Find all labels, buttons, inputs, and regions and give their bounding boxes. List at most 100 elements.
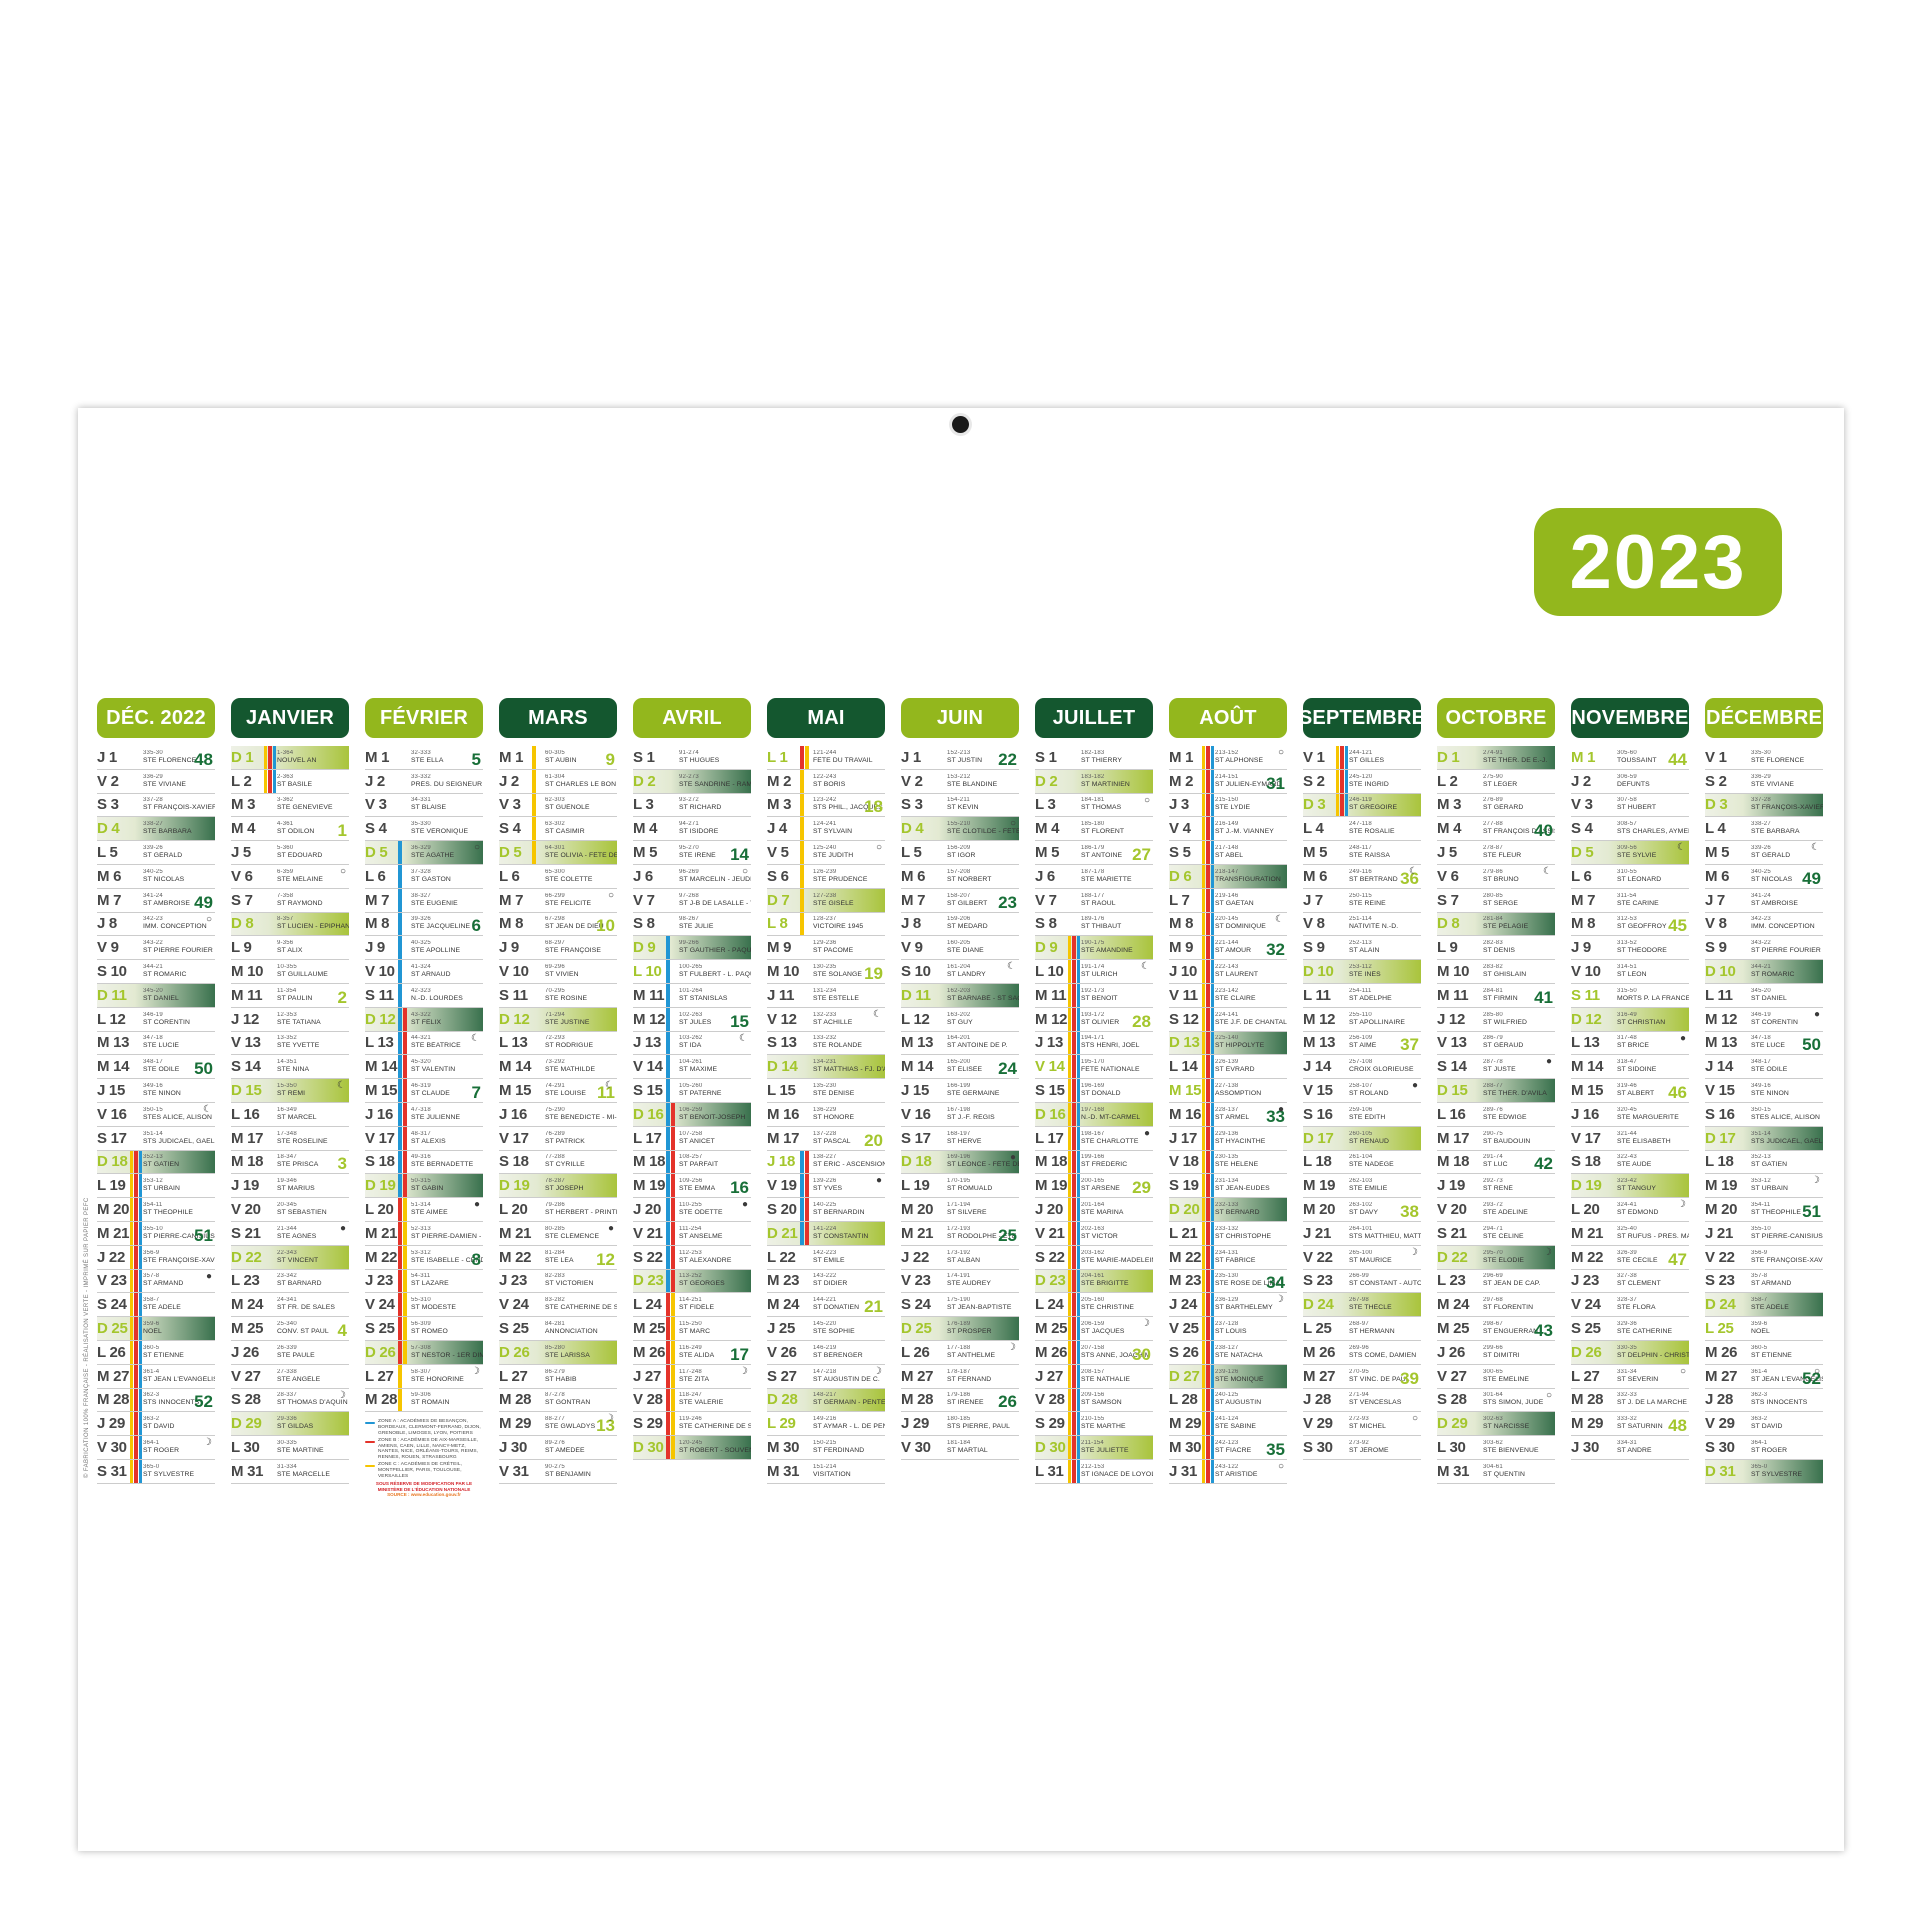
- day-text: 19-346 ST MARIUS: [277, 1178, 349, 1193]
- zone-b-stripe: [666, 1364, 670, 1388]
- day-text: 187-178 STE MARIETTE: [1081, 869, 1153, 884]
- day-row: M 22 234-131 ST FABRICE: [1169, 1245, 1287, 1270]
- day-row: D 16 197-168 N.-D. MT-CARMEL: [1035, 1102, 1153, 1127]
- day-of-year: 196-169: [1081, 1083, 1105, 1090]
- school-zone-stripes: [934, 770, 947, 793]
- school-zone-stripes: [666, 1150, 679, 1174]
- school-zone-stripes: [1604, 1222, 1617, 1245]
- moon-phase-icon: ○: [875, 842, 882, 854]
- school-zone-stripes: [1336, 1341, 1349, 1364]
- day-text: 233-132 ST CHRISTOPHE: [1215, 1226, 1287, 1241]
- day-row: S 16 259-106 STE ÉDITH: [1303, 1103, 1421, 1127]
- day-of-year: 122-243: [813, 773, 837, 780]
- school-zone-stripes: [130, 1127, 143, 1150]
- day-row: L 27 58-307 STE HONORINE ☽: [365, 1364, 483, 1389]
- saint-name: STE NINON: [1751, 1090, 1789, 1098]
- day-label: M 16: [1169, 1105, 1202, 1123]
- zone-b-stripe: [403, 1174, 407, 1198]
- zone-b-stripe: [1206, 1174, 1210, 1198]
- saint-name: TRANSFIGURATION: [1215, 875, 1281, 883]
- zone-a-stripe: [398, 983, 402, 1007]
- day-text: 341-24 ST AMBROISE: [143, 893, 215, 908]
- zone-b-stripe: [398, 1221, 402, 1245]
- zone-b-stripe: [134, 1388, 138, 1412]
- day-row: V 10 41-324 ST ARNAUD: [365, 960, 483, 984]
- day-row: L 28 240-125 ST AUGUSTIN: [1169, 1388, 1287, 1413]
- day-text: 307-58 ST HUBERT: [1617, 797, 1689, 812]
- saint-name: ST DENIS: [1483, 947, 1516, 955]
- saint-name: ST JEAN L'ÉVANGÉLISTE: [1751, 1375, 1823, 1383]
- day-row: V 12 132-233 ST ACHILLE ☾: [767, 1008, 885, 1032]
- zone-a-stripe: [1076, 1388, 1080, 1412]
- zone-b-stripe: [1340, 793, 1344, 817]
- school-zone-stripes: [1604, 889, 1617, 912]
- day-row: V 25 237-128 ST LOUIS: [1169, 1317, 1287, 1341]
- day-of-year: 125-240: [813, 845, 837, 852]
- day-label: M 21: [1571, 1224, 1604, 1242]
- zone-a-stripe: [398, 1007, 402, 1031]
- day-label: S 24: [97, 1296, 127, 1314]
- day-text: 26-339 STE PAULE: [277, 1345, 349, 1360]
- day-of-year: 308-57: [1617, 821, 1637, 828]
- saint-name: STE ROSE DE LIMA: [1215, 1280, 1281, 1288]
- saint-name: ST FULBERT - L. PÂQUES: [679, 971, 751, 979]
- day-row: M 12 346-19 ST CORENTIN ●: [1705, 1008, 1823, 1032]
- day-text: 145-220 STE SOPHIE: [813, 1321, 885, 1336]
- saint-name: ST BASILE: [277, 780, 313, 788]
- zone-a-stripe: [666, 1269, 670, 1293]
- day-of-year: 342-23: [1751, 916, 1771, 923]
- day-of-year: 97-268: [679, 892, 699, 899]
- day-row: V 8 342-23 IMM. CONCEPTION: [1705, 913, 1823, 937]
- day-row: V 16 350-15 STES ALICE, ALISON ☾: [97, 1103, 215, 1127]
- day-text: 45-320 ST VALENTIN: [411, 1059, 483, 1074]
- week-number: 50: [1802, 1035, 1821, 1055]
- day-label: L 4: [1303, 820, 1324, 838]
- day-of-year: 124-241: [813, 821, 837, 828]
- day-of-year: 181-184: [947, 1440, 971, 1446]
- day-label: M 27: [1705, 1367, 1738, 1385]
- zone-a-stripe: [1210, 769, 1214, 793]
- day-text: 319-46 ST ALBERT: [1617, 1083, 1689, 1098]
- zone-a-stripe: [1210, 746, 1214, 769]
- day-of-year: 65-300: [545, 868, 565, 875]
- saint-name: VICTOIRE 1945: [813, 923, 864, 931]
- saint-name: ST ÉDOUARD: [277, 852, 323, 860]
- day-text: 167-198 ST J.-F. RÉGIS: [947, 1107, 1019, 1122]
- day-label: M 5: [1705, 844, 1730, 862]
- day-label: L 10: [1035, 963, 1064, 981]
- day-row: S 13 133-232 STE ROLANDE: [767, 1032, 885, 1056]
- day-label: S 19: [1169, 1177, 1199, 1195]
- day-row: L 20 51-314 STE AIMÉE ●: [365, 1198, 483, 1222]
- day-of-year: 336-29: [143, 773, 163, 780]
- day-of-year: 35-330: [411, 821, 431, 828]
- day-of-year: 364-1: [143, 1440, 160, 1446]
- day-text: 156-209 ST IGOR: [947, 845, 1019, 860]
- day-label: D 4: [97, 820, 120, 838]
- saint-name: STE LÉA: [545, 1256, 574, 1264]
- zone-a-stripe: [1210, 1102, 1214, 1126]
- week-number: 9: [605, 749, 615, 769]
- school-zone-stripes: [1068, 1340, 1081, 1364]
- zone-b-stripe: [403, 1007, 407, 1031]
- day-of-year: 197-168: [1081, 1106, 1105, 1113]
- day-row: D 5 309-56 STE SYLVIE ☾: [1571, 841, 1689, 865]
- day-text: 212-153 ST IGNACE DE LOYOLA: [1081, 1464, 1153, 1479]
- day-label: S 1: [633, 748, 655, 766]
- day-text: 345-20 ST DANIEL: [1751, 988, 1823, 1003]
- day-text: 349-16 STE NINON: [143, 1083, 215, 1098]
- saint-name: ST CORENTIN: [1751, 1018, 1799, 1026]
- school-zone-stripes: [532, 936, 545, 959]
- day-label: L 28: [1169, 1391, 1198, 1409]
- day-of-year: 328-37: [1617, 1297, 1637, 1304]
- school-zone-stripes: [1470, 841, 1483, 864]
- saint-name: ST RAOUL: [1081, 899, 1116, 907]
- zone-a-stripe: [398, 960, 402, 983]
- saint-name: STE INGRID: [1349, 780, 1389, 788]
- school-zone-stripes: [1202, 936, 1215, 960]
- zone-c-stripe: [1068, 1340, 1072, 1364]
- day-of-year: 49-316: [411, 1154, 431, 1161]
- day-label: M 24: [1437, 1296, 1470, 1314]
